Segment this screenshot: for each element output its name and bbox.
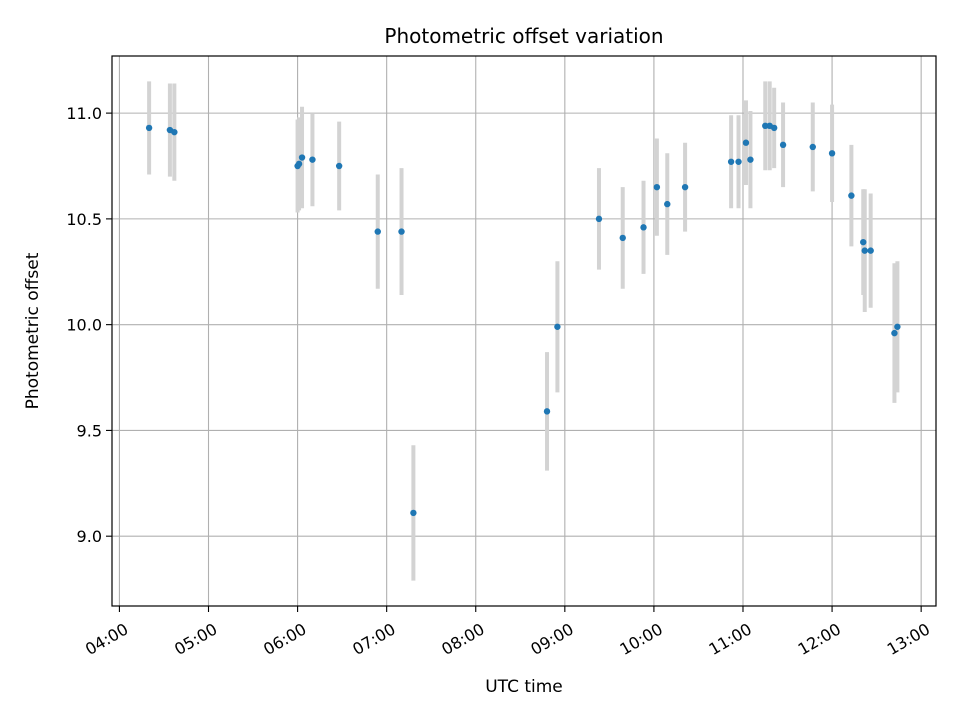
data-point [747, 156, 754, 163]
y-tick-label: 10.0 [66, 316, 102, 335]
data-point [891, 329, 898, 337]
data-point [664, 200, 671, 208]
data-point [619, 234, 626, 242]
data-point [681, 183, 689, 191]
y-tick-label: 9.5 [77, 421, 102, 440]
data-point [171, 128, 178, 136]
data-point [735, 158, 742, 165]
data-point [298, 154, 306, 161]
data-point [762, 122, 769, 130]
data-point [410, 509, 417, 517]
chart-title: Photometric offset variation [384, 24, 663, 48]
grid [112, 56, 936, 606]
data-point [640, 224, 647, 231]
data-point [554, 323, 561, 330]
data-point [295, 160, 303, 168]
x-axis-label: UTC time [485, 677, 563, 697]
y-axis: 9.0 9.5 10.0 10.5 11.0 [66, 104, 112, 546]
data-point [145, 124, 153, 132]
data-points [145, 122, 901, 517]
data-point [894, 323, 901, 330]
data-point [770, 124, 778, 132]
data-point [335, 162, 343, 170]
plot-area-frame [111, 55, 937, 607]
y-tick-label: 9.0 [77, 527, 102, 546]
data-point [653, 183, 661, 191]
data-point [779, 141, 787, 149]
data-point [860, 238, 867, 246]
data-point [543, 408, 551, 415]
y-axis-label: Photometric offset [23, 252, 43, 409]
y-tick-label: 11.0 [66, 104, 102, 123]
data-point [374, 228, 381, 235]
y-tick-label: 10.5 [66, 210, 102, 229]
data-point [309, 156, 316, 163]
data-point [742, 139, 750, 146]
data-point [727, 158, 735, 165]
data-point [809, 143, 816, 151]
data-point [595, 215, 603, 223]
data-point [398, 228, 405, 235]
data-point [848, 192, 855, 199]
data-point [861, 247, 868, 254]
data-point [867, 247, 874, 254]
data-point [828, 150, 836, 157]
